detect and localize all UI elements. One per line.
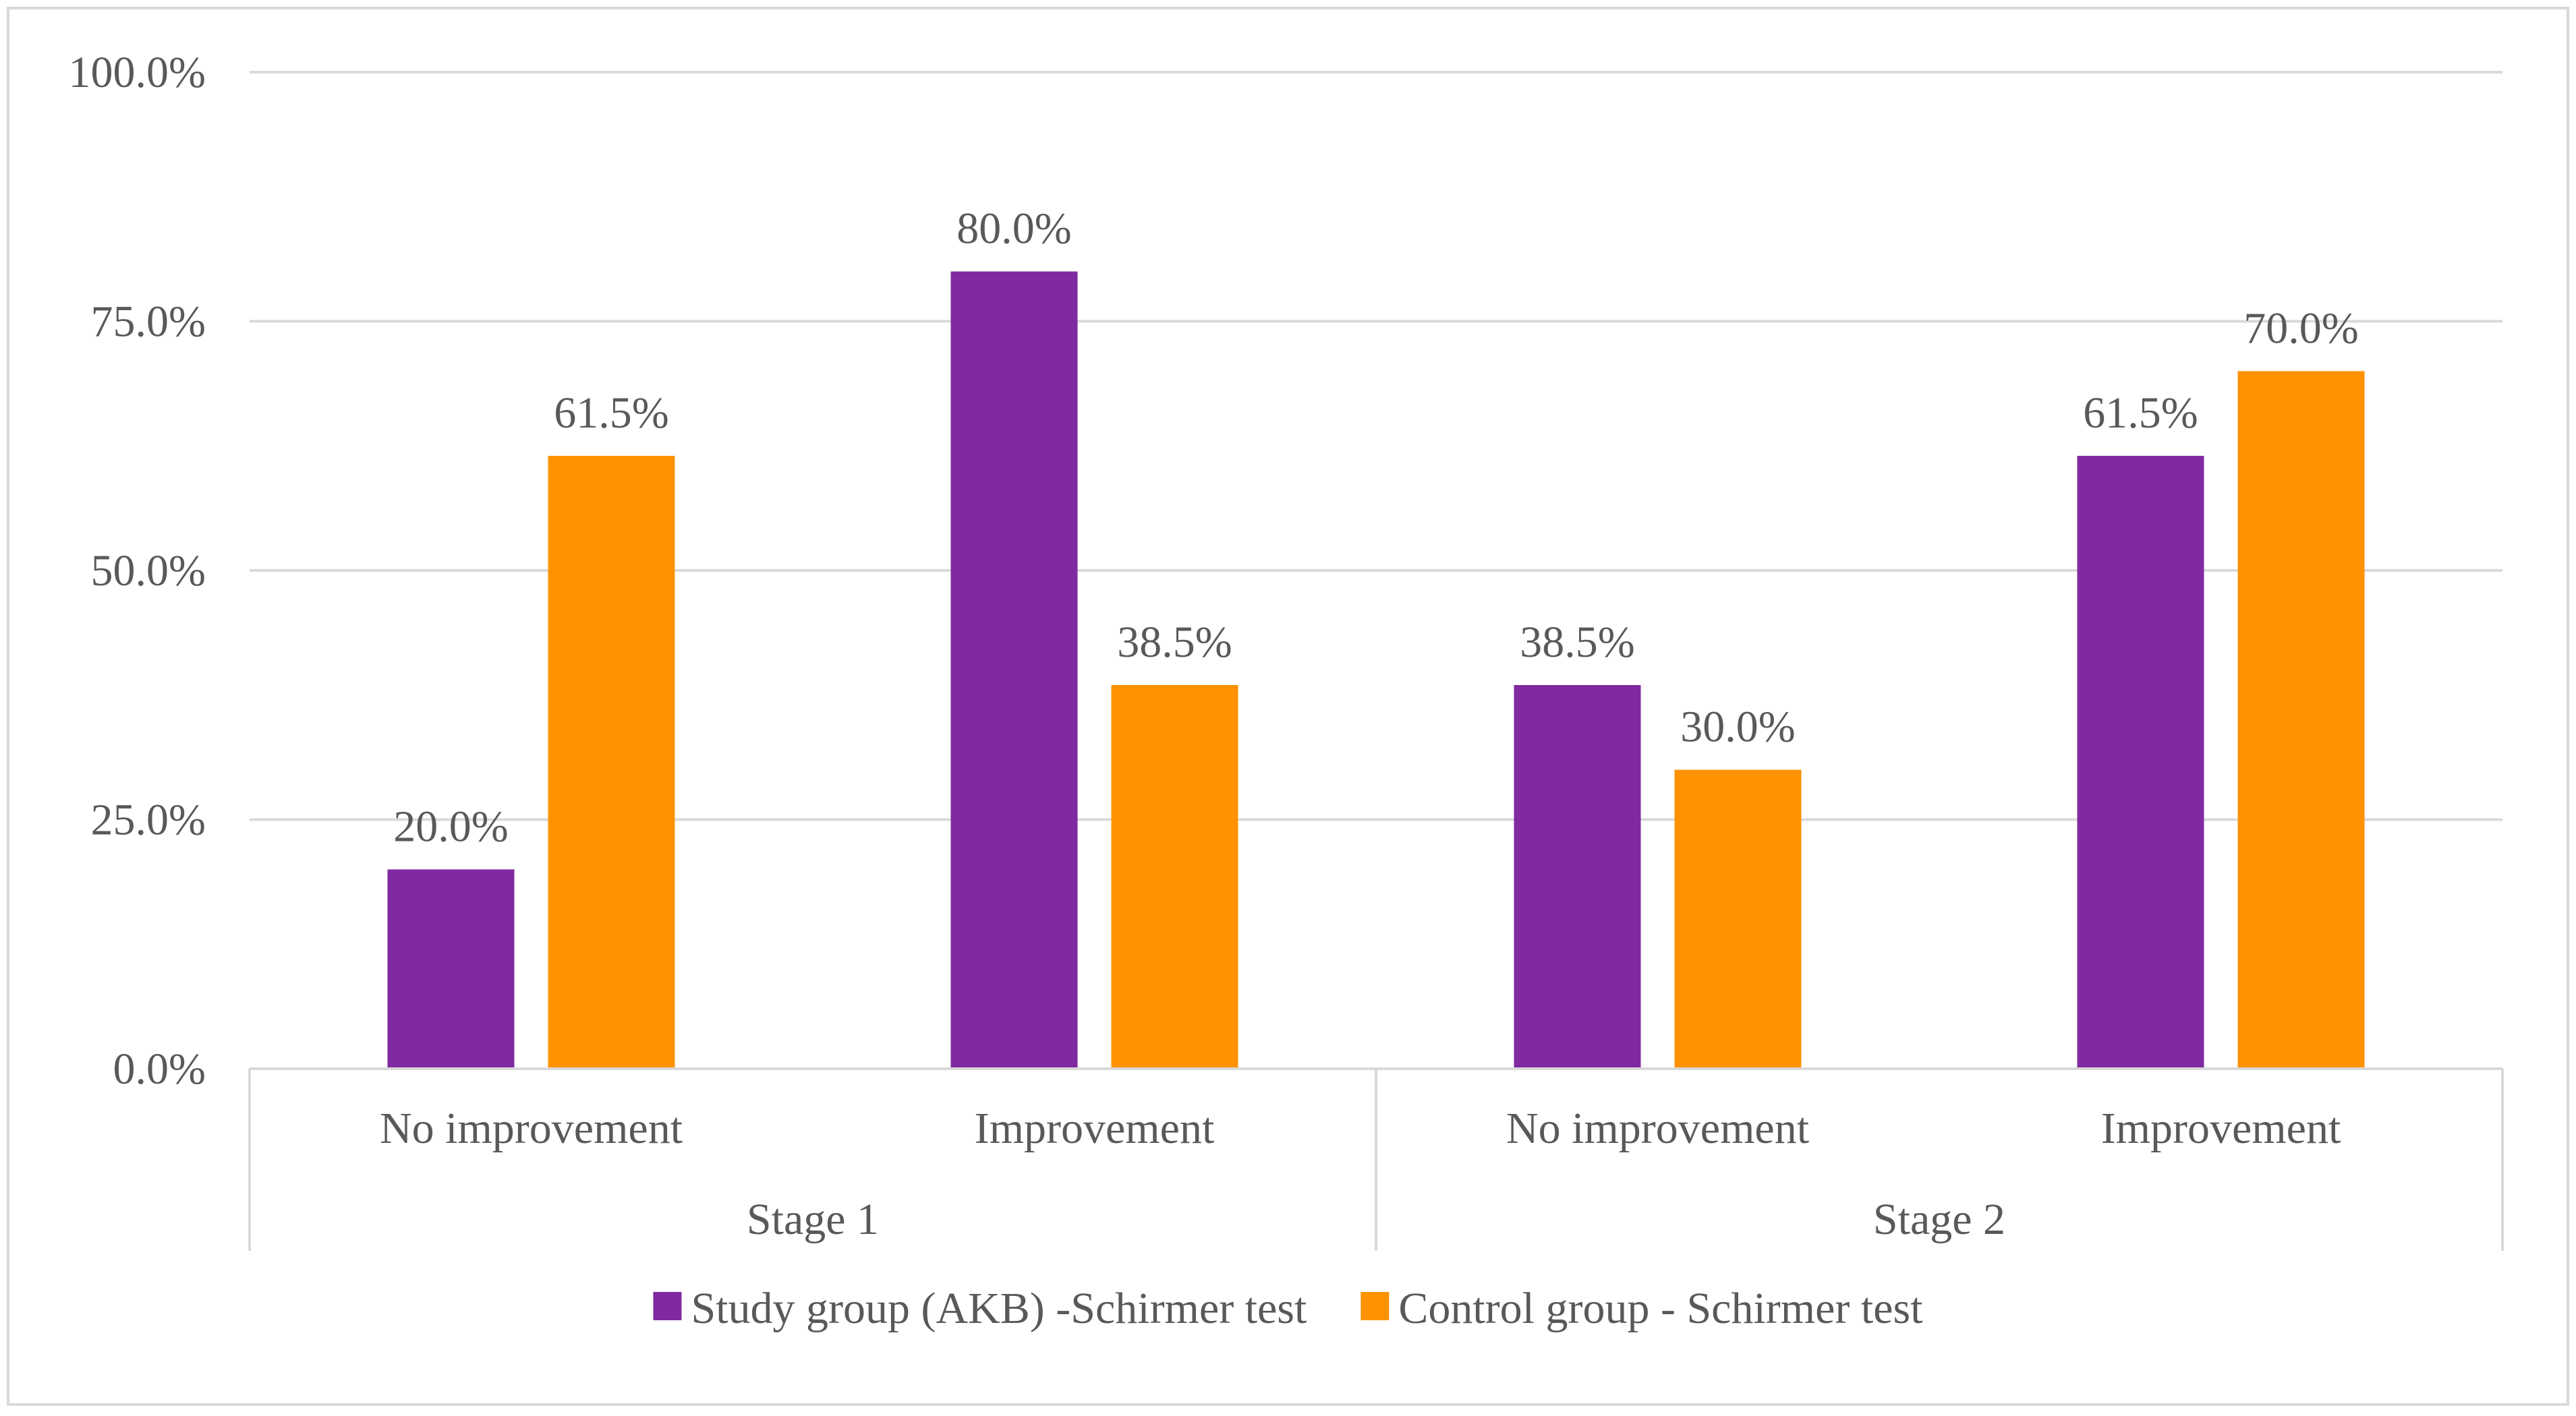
y-tick-label: 75.0% xyxy=(91,297,206,347)
x-category-label: No improvement xyxy=(380,1104,683,1153)
x-category-label: Improvement xyxy=(975,1104,1215,1153)
data-label: 61.5% xyxy=(554,388,668,438)
legend-swatch xyxy=(1361,1292,1390,1320)
y-tick-label: 100.0% xyxy=(69,48,206,97)
y-tick-label: 25.0% xyxy=(91,796,206,845)
x-category-label: Improvement xyxy=(2101,1104,2341,1153)
y-tick-label: 0.0% xyxy=(113,1044,206,1094)
bar-series-2 xyxy=(2237,371,2365,1069)
data-label: 38.5% xyxy=(1520,618,1634,667)
data-label: 38.5% xyxy=(1117,618,1232,667)
legend-item: Study group (AKB) -Schirmer test xyxy=(653,1284,1307,1333)
data-label: 30.0% xyxy=(1680,703,1795,752)
legend-item: Control group - Schirmer test xyxy=(1361,1284,1923,1333)
y-axis: 0.0% 25.0% 50.0% 75.0% 100.0% xyxy=(69,48,206,1094)
y-tick-label: 50.0% xyxy=(91,546,206,595)
bar-series-1 xyxy=(950,271,1078,1069)
bar-series-1 xyxy=(1514,684,1641,1069)
data-label: 20.0% xyxy=(393,802,508,851)
bar-series-2 xyxy=(548,456,675,1069)
bar-series-2 xyxy=(1111,684,1238,1069)
legend-label: Study group (AKB) -Schirmer test xyxy=(691,1284,1307,1333)
legend: Study group (AKB) -Schirmer test Control … xyxy=(653,1284,1923,1333)
legend-label: Control group - Schirmer test xyxy=(1398,1284,1922,1333)
data-labels: 20.0% 80.0% 38.5% 61.5% 61.5% 38.5% 30.0% 70.0% xyxy=(393,204,2358,852)
bar-series-2 xyxy=(1674,769,1802,1069)
bar-series-1 xyxy=(387,869,515,1069)
x-group-label: Stage 1 xyxy=(747,1195,879,1244)
bars xyxy=(387,271,2365,1069)
x-group-label: Stage 2 xyxy=(1873,1195,2005,1244)
data-label: 80.0% xyxy=(956,204,1071,254)
data-label: 70.0% xyxy=(2243,303,2358,353)
data-label: 61.5% xyxy=(2083,388,2198,438)
x-axis: No improvement Improvement No improvement I… xyxy=(248,1067,2504,1251)
bar-series-1 xyxy=(2077,456,2204,1069)
legend-swatch xyxy=(653,1292,682,1320)
x-category-label: No improvement xyxy=(1506,1104,1809,1153)
